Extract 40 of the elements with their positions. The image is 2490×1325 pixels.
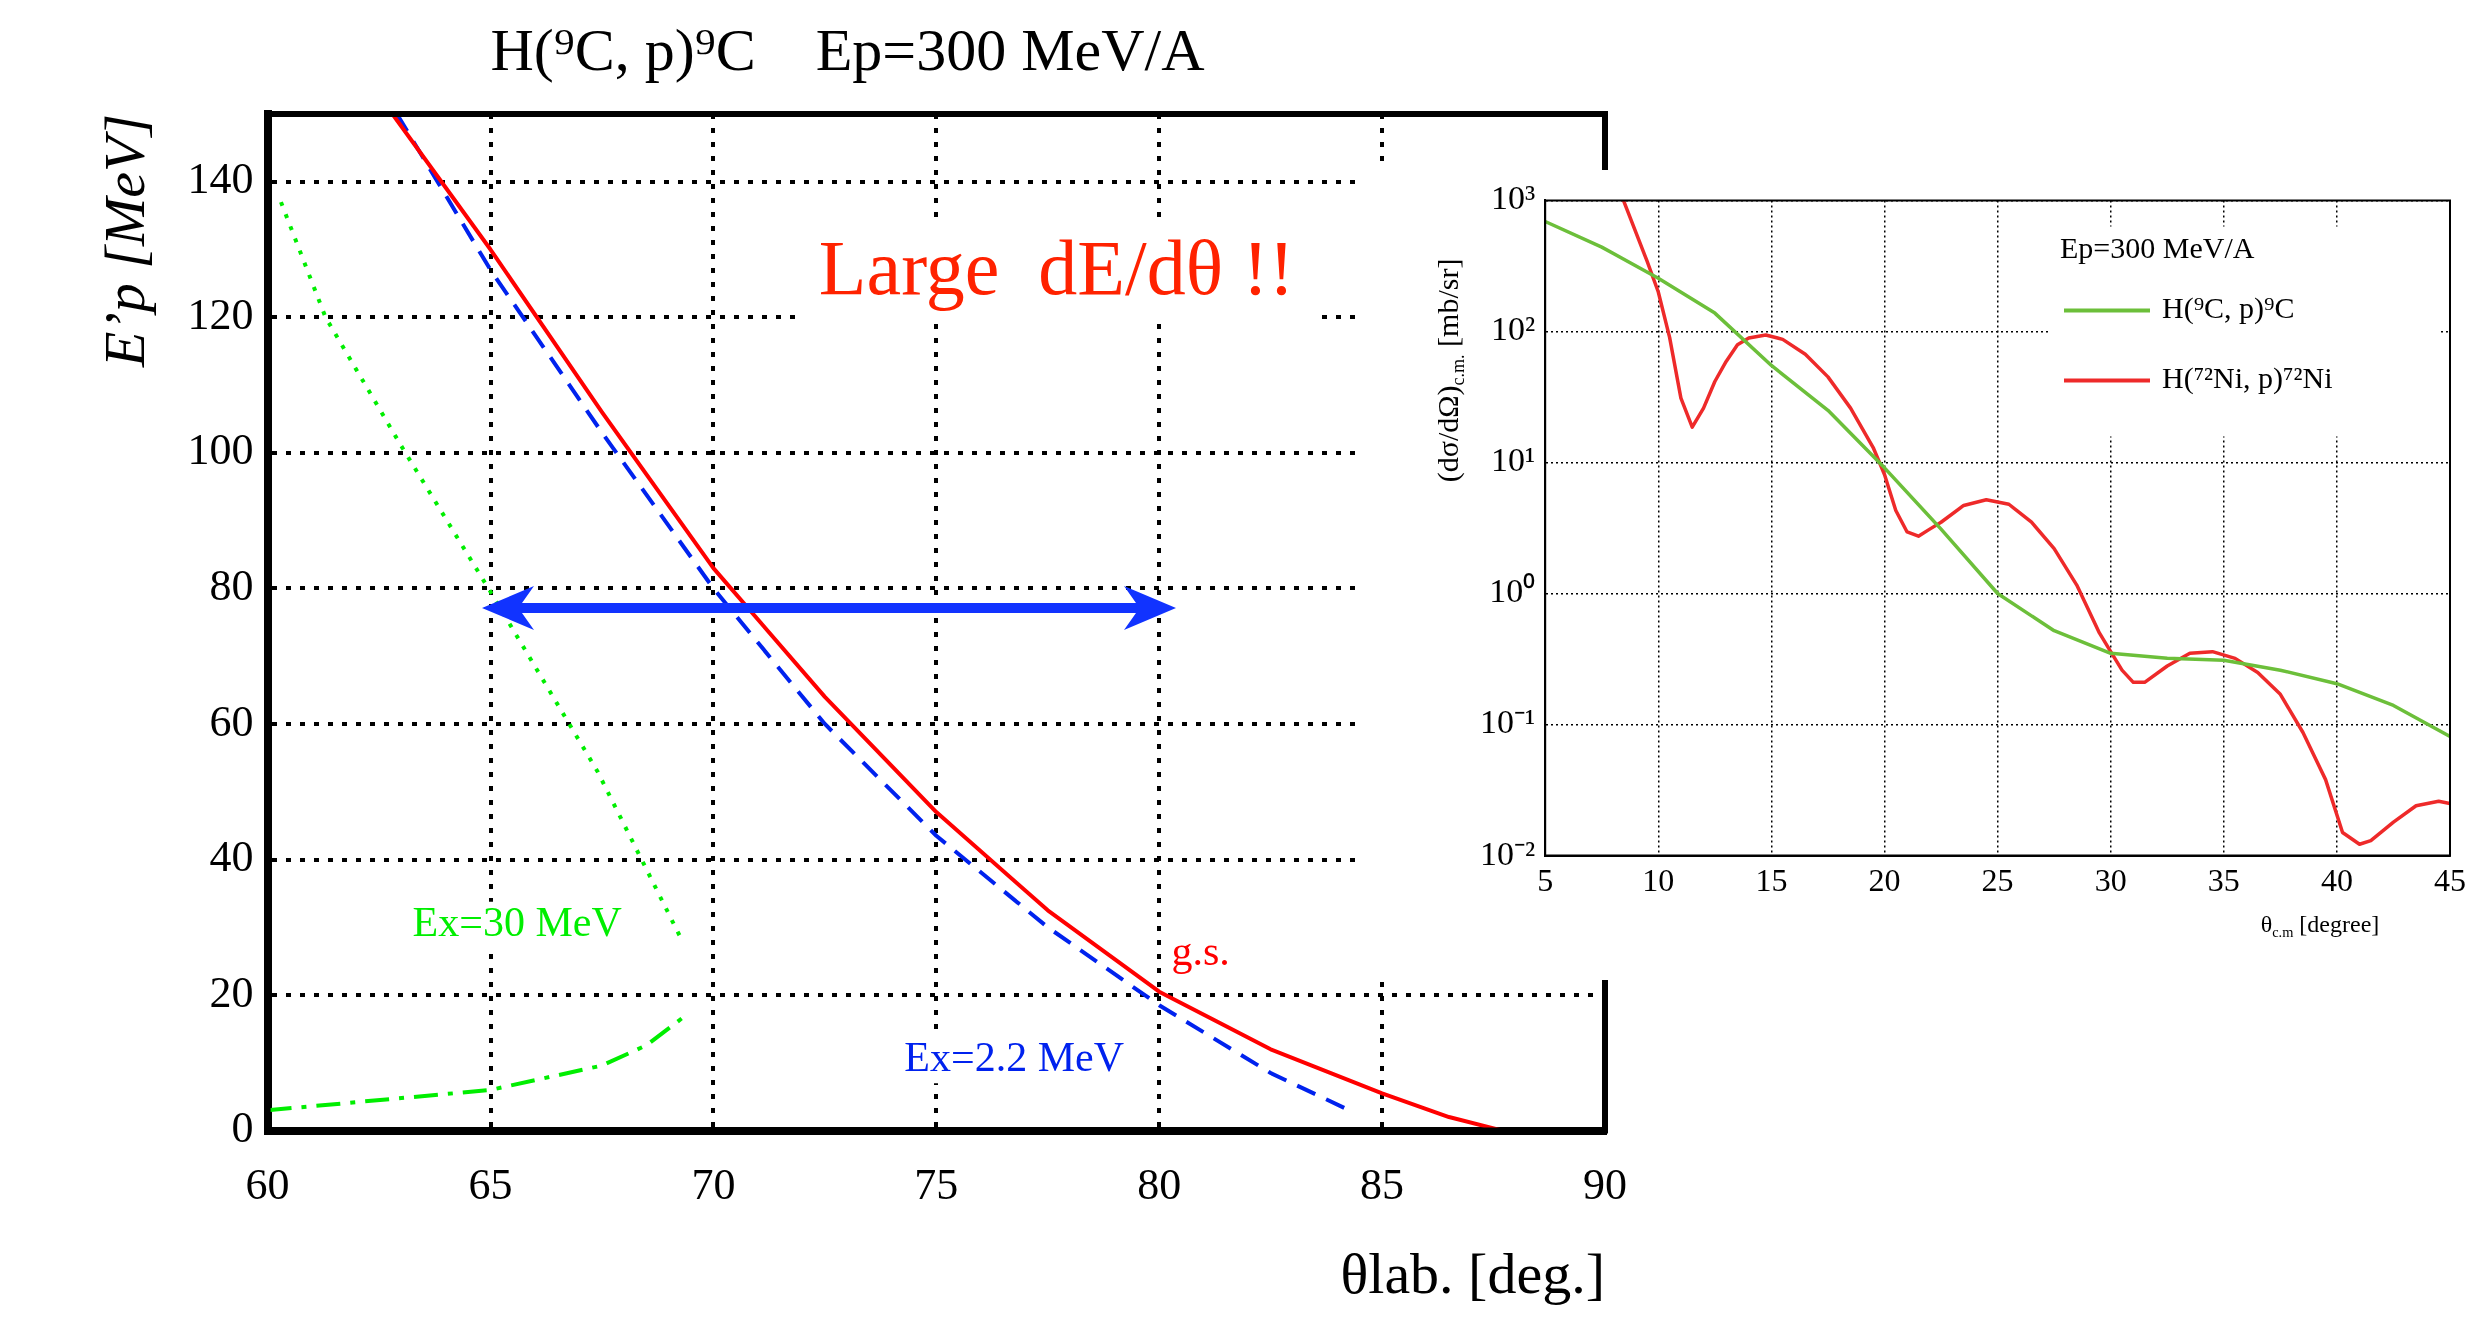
x-tick-label: 45 (2434, 862, 2466, 899)
y-tick-label: 140 (187, 154, 254, 204)
series-label: Ex=30 MeV (412, 898, 622, 945)
y-tick-label: 80 (209, 560, 254, 610)
series-label: Ex=2.2 MeV (904, 1034, 1125, 1081)
x-tick-label: 70 (691, 1159, 736, 1209)
y-tick-label: 100 (187, 425, 254, 475)
y-tick-label: 10² (1490, 310, 1536, 348)
y-tick-label: 10⁻¹ (1479, 703, 1536, 741)
legend-label: H(⁹C, p)⁹C (2162, 291, 2295, 326)
x-tick-label: 20 (1868, 862, 1901, 899)
x-tick-label: 85 (1360, 1159, 1405, 1209)
x-axis-title: θlab. [deg.] (1340, 1241, 1605, 1307)
y-axis-title: E’p [MeV] (92, 114, 158, 368)
x-tick-label: 25 (1981, 862, 2014, 899)
legend-label: H(⁷²Ni, p)⁷²Ni (2162, 361, 2333, 396)
x-tick-label: 80 (1137, 1159, 1182, 1209)
x-tick-label: 40 (2320, 862, 2353, 899)
chart-title: H(⁹C, p)⁹C Ep=300 MeV/A (490, 16, 1205, 83)
y-tick-label: 120 (187, 289, 254, 339)
y-tick-label: 10⁰ (1489, 572, 1536, 610)
y-tick-label: 10⁻² (1479, 834, 1536, 872)
series-label: g.s. (1171, 928, 1230, 975)
y-tick-label: 20 (209, 967, 254, 1017)
annotation: Large dE/dθ !! (818, 224, 1295, 312)
x-tick-label: 90 (1583, 1159, 1627, 1209)
x-tick-label: 15 (1755, 862, 1788, 899)
y-tick-label: 10³ (1490, 179, 1536, 217)
x-tick-label: 5 (1537, 862, 1554, 899)
y-tick-label: 0 (231, 1103, 254, 1153)
y-tick-label: 10¹ (1490, 441, 1536, 479)
x-tick-label: 10 (1642, 862, 1675, 899)
x-tick-label: 60 (245, 1159, 290, 1209)
x-tick-label: 75 (914, 1159, 959, 1209)
x-tick-label: 30 (2094, 862, 2127, 899)
y-tick-label: 60 (209, 696, 254, 746)
legend-title: Ep=300 MeV/A (2060, 231, 2255, 265)
x-tick-label: 65 (468, 1159, 513, 1209)
y-axis-title: (dσ/dΩ)c.m. [mb/sr] (1431, 258, 1468, 483)
x-tick-label: 35 (2207, 862, 2240, 899)
